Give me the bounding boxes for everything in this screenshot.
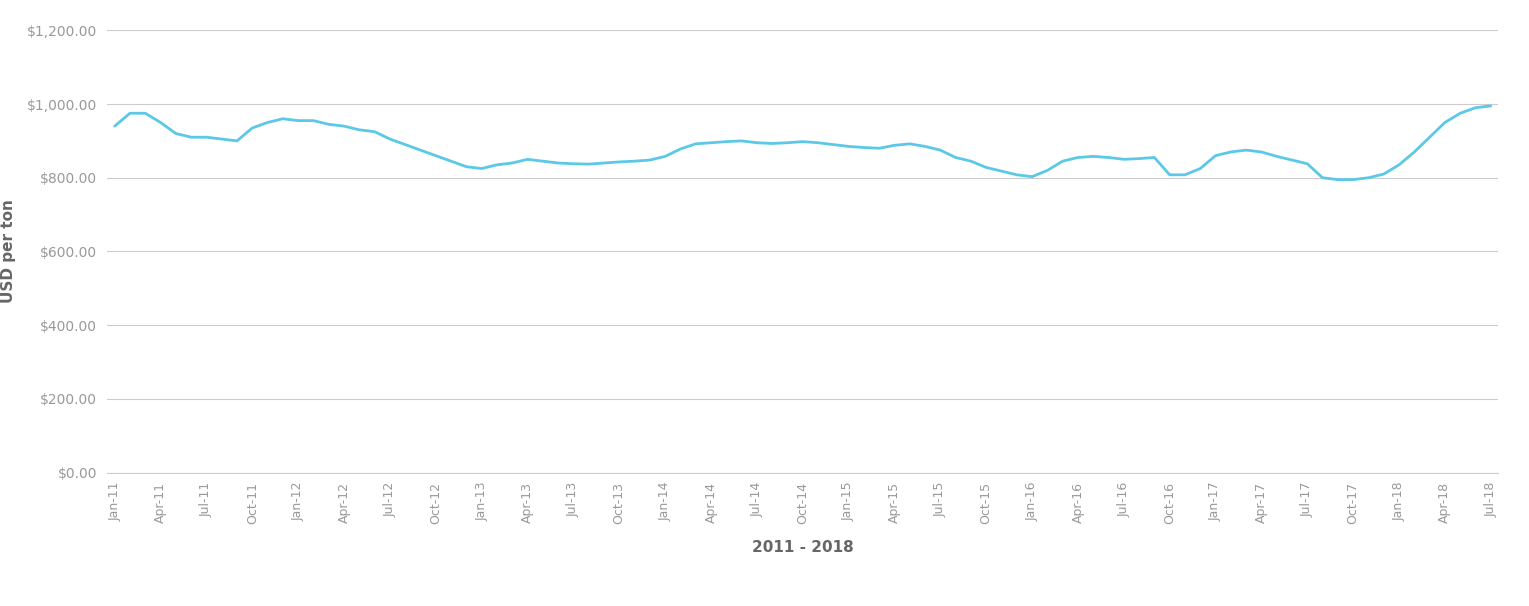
Y-axis label: USD per ton: USD per ton xyxy=(2,199,15,304)
X-axis label: 2011 - 2018: 2011 - 2018 xyxy=(752,541,853,556)
